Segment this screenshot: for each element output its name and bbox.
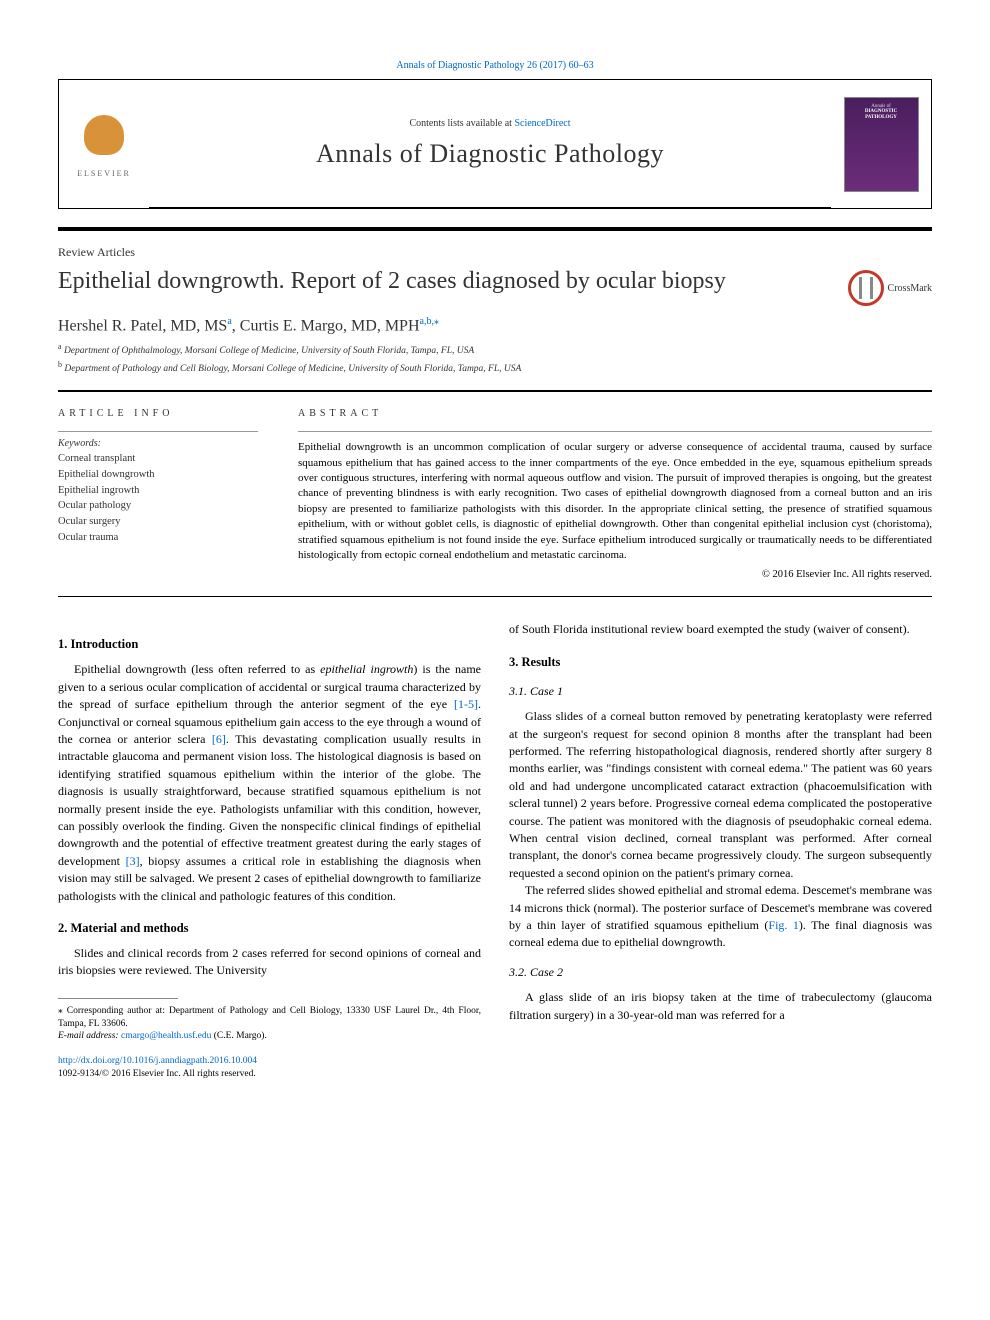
contents-line: Contents lists available at ScienceDirec…: [409, 118, 570, 129]
keyword: Ocular surgery: [58, 514, 258, 530]
keyword: Ocular trauma: [58, 530, 258, 546]
doi-link[interactable]: http://dx.doi.org/10.1016/j.anndiagpath.…: [58, 1056, 257, 1066]
section-2-heading: 2. Material and methods: [58, 919, 481, 937]
ref-link[interactable]: [3]: [126, 854, 140, 868]
keywords-label: Keywords:: [58, 431, 258, 449]
methods-paragraph-2: of South Florida institutional review bo…: [509, 621, 932, 638]
methods-paragraph-1: Slides and clinical records from 2 cases…: [58, 945, 481, 980]
crossmark-icon: [848, 270, 884, 306]
sciencedirect-link[interactable]: ScienceDirect: [514, 118, 570, 129]
authors: Hershel R. Patel, MD, MSa, Curtis E. Mar…: [58, 316, 932, 335]
crossmark-label: CrossMark: [888, 283, 932, 294]
email-footnote: E-mail address: cmargo@health.usf.edu (C…: [58, 1030, 481, 1043]
keyword: Epithelial ingrowth: [58, 483, 258, 499]
keyword: Corneal transplant: [58, 451, 258, 467]
footer-block: http://dx.doi.org/10.1016/j.anndiagpath.…: [58, 1055, 481, 1081]
author-1: Hershel R. Patel, MD, MS: [58, 317, 227, 334]
section-1-heading: 1. Introduction: [58, 635, 481, 653]
article-info-column: ARTICLE INFO Keywords: Corneal transplan…: [58, 408, 258, 580]
case1-paragraph-2: The referred slides showed epithelial an…: [509, 882, 932, 952]
article-type: Review Articles: [58, 245, 932, 260]
body-columns: 1. Introduction Epithelial downgrowth (l…: [58, 621, 932, 1081]
corresponding-footnote: ⁎ Corresponding author at: Department of…: [58, 1005, 481, 1031]
email-after: (C.E. Margo).: [214, 1031, 267, 1041]
journal-citation-header: Annals of Diagnostic Pathology 26 (2017)…: [58, 60, 932, 71]
issn-line: 1092-9134/© 2016 Elsevier Inc. All right…: [58, 1069, 256, 1079]
journal-cover[interactable]: Annals of DIAGNOSTIC PATHOLOGY: [844, 97, 919, 192]
rule-top: [58, 227, 932, 231]
article-info-heading: ARTICLE INFO: [58, 408, 258, 419]
crossmark-badge[interactable]: CrossMark: [848, 270, 932, 306]
affil-b: Department of Pathology and Cell Biology…: [64, 364, 521, 374]
intro-paragraph: Epithelial downgrowth (less often referr…: [58, 661, 481, 904]
keywords-list: Corneal transplant Epithelial downgrowth…: [58, 451, 258, 546]
keyword: Epithelial downgrowth: [58, 467, 258, 483]
ref-link[interactable]: [1-5]: [454, 697, 478, 711]
column-left: 1. Introduction Epithelial downgrowth (l…: [58, 621, 481, 1081]
contents-prefix: Contents lists available at: [409, 118, 511, 129]
affil-a: Department of Ophthalmology, Morsani Col…: [64, 346, 474, 356]
section-3-heading: 3. Results: [509, 653, 932, 671]
email-link[interactable]: cmargo@health.usf.edu: [121, 1031, 211, 1041]
journal-cover-cell: Annals of DIAGNOSTIC PATHOLOGY: [831, 80, 931, 208]
section-3-1-heading: 3.1. Case 1: [509, 683, 932, 700]
abstract-column: ABSTRACT Epithelial downgrowth is an unc…: [298, 408, 932, 580]
publisher-logo-cell: ELSEVIER: [59, 80, 149, 208]
journal-header-box: ELSEVIER Contents lists available at Sci…: [58, 79, 932, 209]
section-3-2-heading: 3.2. Case 2: [509, 964, 932, 981]
email-label: E-mail address:: [58, 1031, 119, 1041]
fig-link[interactable]: Fig. 1: [768, 918, 798, 932]
column-right: of South Florida institutional review bo…: [509, 621, 932, 1081]
affiliations: a Department of Ophthalmology, Morsani C…: [58, 341, 932, 376]
journal-name: Annals of Diagnostic Pathology: [316, 139, 664, 169]
header-center: Contents lists available at ScienceDirec…: [149, 80, 831, 208]
abstract-heading: ABSTRACT: [298, 408, 932, 419]
corresponding-star[interactable]: ⁎: [434, 316, 439, 327]
cover-title: DIAGNOSTIC PATHOLOGY: [865, 109, 897, 121]
journal-citation-link[interactable]: Annals of Diagnostic Pathology 26 (2017)…: [396, 60, 593, 71]
journal-name-top: Annals of Diagnostic Pathology: [396, 60, 524, 71]
footnote-separator: [58, 998, 178, 999]
elsevier-logo[interactable]: ELSEVIER: [69, 99, 139, 189]
article-title: Epithelial downgrowth. Report of 2 cases…: [58, 266, 828, 297]
elsevier-text: ELSEVIER: [77, 169, 131, 178]
ref-link[interactable]: [6]: [212, 732, 226, 746]
author-2-affil[interactable]: a,b,: [420, 316, 434, 327]
author-2: Curtis E. Margo, MD, MPH: [240, 317, 420, 334]
abstract-text: Epithelial downgrowth is an uncommon com…: [298, 431, 932, 563]
case2-paragraph-1: A glass slide of an iris biopsy taken at…: [509, 989, 932, 1024]
keyword: Ocular pathology: [58, 498, 258, 514]
abstract-copyright: © 2016 Elsevier Inc. All rights reserved…: [298, 569, 932, 580]
elsevier-tree-icon: [77, 110, 132, 165]
case1-paragraph-1: Glass slides of a corneal button removed…: [509, 708, 932, 882]
journal-citation: 26 (2017) 60–63: [527, 60, 594, 71]
author-sep: ,: [232, 317, 240, 334]
